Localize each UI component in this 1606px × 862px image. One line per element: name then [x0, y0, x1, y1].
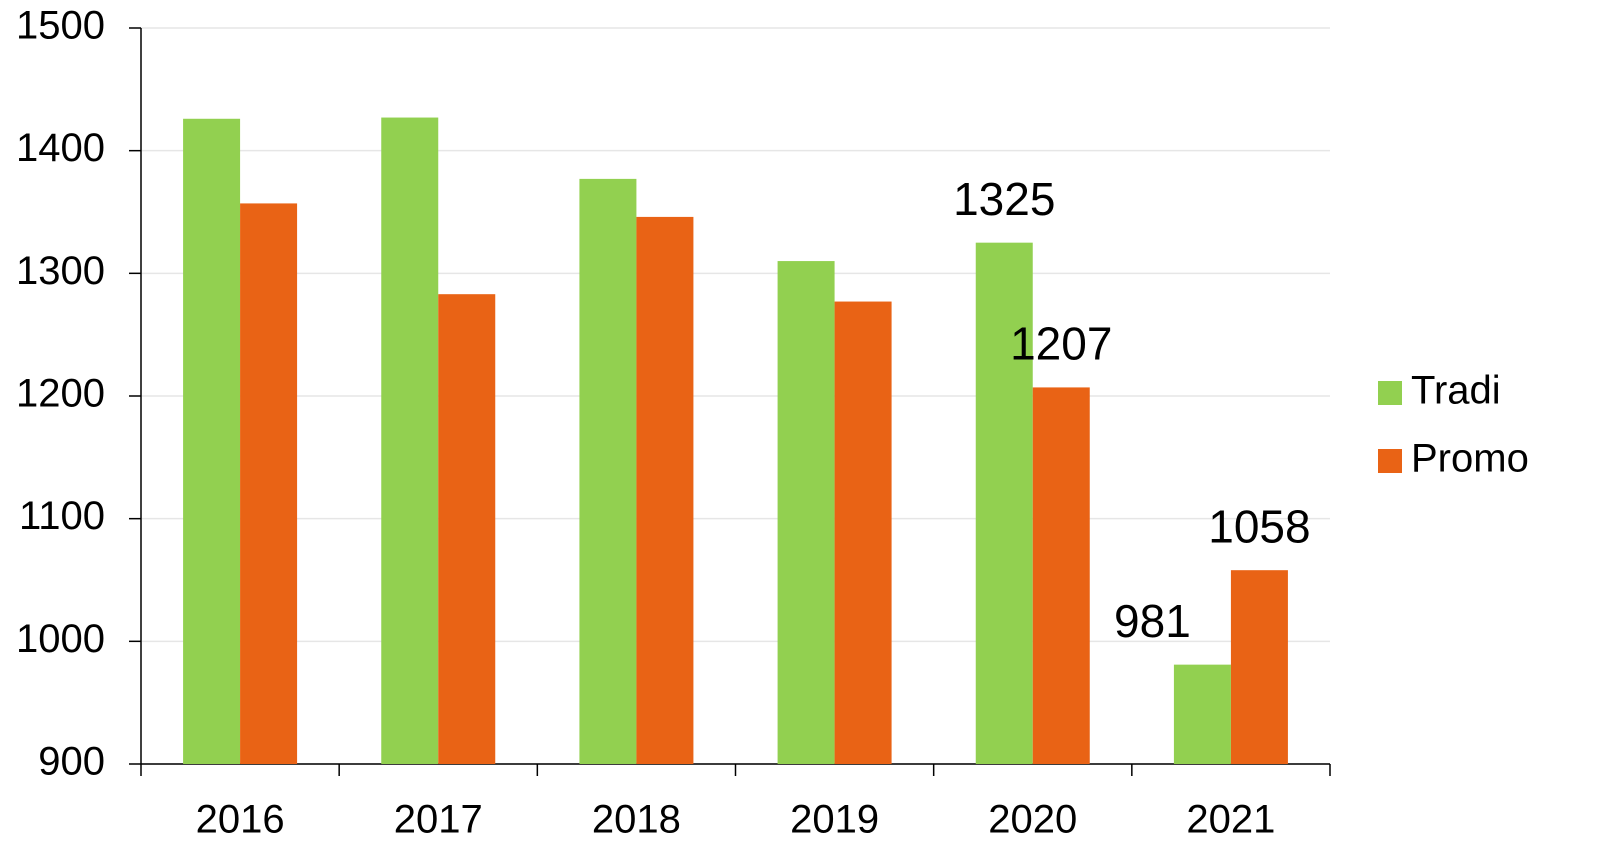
- x-tick-label: 2020: [988, 798, 1077, 842]
- legend-swatch: [1378, 449, 1402, 473]
- data-label: 1207: [1010, 318, 1112, 370]
- bar: [1173, 664, 1231, 764]
- legend-swatch: [1378, 381, 1402, 405]
- x-tick-label: 2017: [394, 798, 483, 842]
- bar: [1032, 387, 1090, 764]
- legend-label: Promo: [1411, 437, 1529, 481]
- x-tick-label: 2018: [592, 798, 681, 842]
- y-tick-label: 1000: [16, 617, 105, 661]
- data-label: 1058: [1208, 500, 1310, 552]
- y-tick-label: 1500: [16, 4, 105, 48]
- bar: [834, 301, 892, 764]
- bar: [240, 203, 298, 764]
- data-label: 981: [1114, 595, 1191, 647]
- x-tick-label: 2016: [196, 798, 285, 842]
- bar: [381, 117, 439, 764]
- y-tick-label: 1300: [16, 249, 105, 293]
- data-label: 1325: [953, 173, 1055, 225]
- bar: [1230, 570, 1288, 764]
- x-tick-label: 2019: [790, 798, 879, 842]
- bar: [777, 261, 835, 764]
- bar: [183, 118, 241, 765]
- x-tick-label: 2021: [1186, 798, 1275, 842]
- y-tick-label: 1200: [16, 372, 105, 416]
- bar: [975, 242, 1033, 764]
- y-tick-label: 1400: [16, 126, 105, 170]
- legend-label: Tradi: [1411, 369, 1501, 413]
- y-tick-label: 1100: [19, 494, 105, 538]
- bar: [579, 178, 637, 764]
- bar: [438, 294, 496, 764]
- bar: [636, 216, 694, 764]
- y-tick-label: 900: [38, 740, 105, 784]
